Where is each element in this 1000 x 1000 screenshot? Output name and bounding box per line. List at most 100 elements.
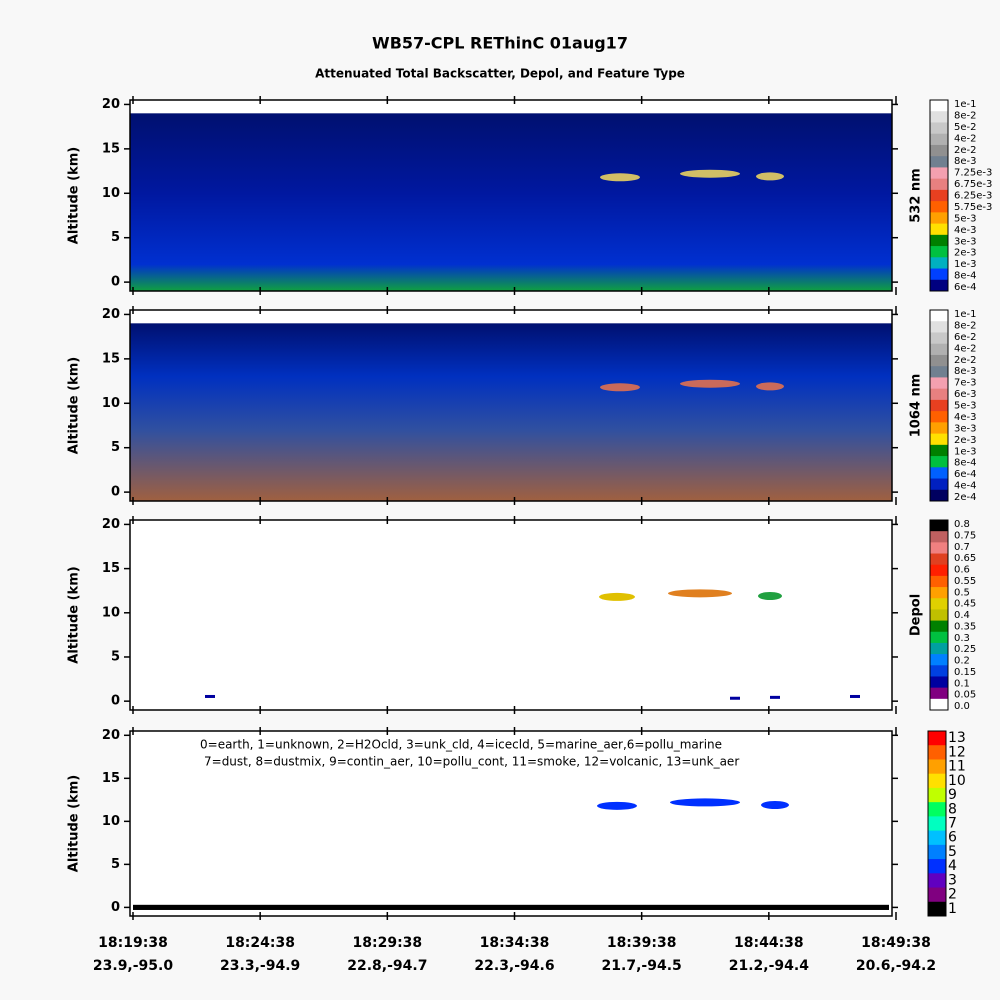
colorbar-tick-label: 6.75e-3	[954, 179, 992, 190]
colorbar-segment	[930, 178, 948, 191]
cloud-feature	[600, 383, 640, 392]
colorbar-tick-label: 2	[948, 887, 957, 903]
chart-title: WB57-CPL REThinC 01aug17	[372, 34, 628, 53]
colorbar-tick-label: 0.05	[954, 690, 976, 701]
y-tick-label: 15	[102, 351, 120, 366]
y-axis-label: Altitude (km)	[67, 357, 82, 454]
colorbar-segment	[930, 467, 948, 480]
depol-speck	[770, 695, 780, 699]
colorbar-tick-label: 4e-2	[954, 133, 977, 144]
colorbar-segment	[930, 676, 948, 689]
colorbar-tick-label: 2e-2	[954, 355, 977, 366]
colorbar-segment	[928, 745, 946, 760]
x-tick-time: 18:34:38	[480, 935, 550, 951]
y-tick-label: 20	[102, 728, 120, 743]
x-tick-location: 20.6,-94.2	[856, 958, 936, 974]
y-tick-label: 5	[111, 649, 120, 664]
feature-legend: 0=earth, 1=unknown, 2=H2Ocld, 3=unk_cld,…	[200, 738, 722, 752]
colorbar-segment	[928, 887, 946, 903]
colorbar-tick-label: 12	[948, 744, 966, 760]
colorbar-tick-label: 1e-1	[954, 309, 977, 320]
depol-feature	[758, 592, 782, 600]
colorbar-tick-label: 0.15	[954, 667, 976, 678]
colorbar-tick-label: 1	[948, 901, 957, 917]
y-tick-label: 0	[111, 900, 120, 915]
colorbar-tick-label: 1e-1	[954, 99, 977, 110]
colorbar-segment	[930, 133, 948, 146]
x-tick-time: 18:49:38	[861, 935, 931, 951]
depol-feature	[599, 592, 635, 601]
depol-speck	[850, 694, 860, 698]
y-tick-label: 20	[102, 517, 120, 532]
colorbar-tick-label: 0.75	[954, 530, 976, 541]
colorbar-segment	[930, 100, 948, 112]
colorbar-segment	[930, 665, 948, 677]
colorbar-segment	[930, 520, 948, 532]
colorbar-tick-label: 8e-2	[954, 110, 977, 121]
y-tick-label: 20	[102, 307, 120, 322]
colorbar-segment	[930, 609, 948, 622]
depol-speck	[730, 696, 740, 700]
colorbar-segment	[930, 642, 948, 655]
colorbar-tick-label: 0.35	[954, 621, 976, 632]
colorbar-tick-label: 8e-2	[954, 320, 977, 331]
y-tick-label: 0	[111, 275, 120, 290]
colorbar-segment	[930, 444, 948, 457]
colorbar-segment	[930, 564, 948, 577]
colorbar-segment	[930, 399, 948, 412]
colorbar-tick-label: 2e-2	[954, 145, 977, 156]
colorbar-segment	[930, 388, 948, 401]
colorbar-segment	[930, 478, 948, 491]
colorbar-segment	[930, 587, 948, 599]
colorbar-tick-label: 8e-4	[954, 458, 977, 469]
colorbar-tick-label: 4e-3	[954, 412, 977, 423]
colorbar-segment	[930, 156, 948, 168]
colorbar-segment	[928, 787, 946, 803]
colorbar-segment	[930, 489, 948, 502]
plot-frame	[129, 519, 893, 711]
y-tick-label: 15	[102, 771, 120, 786]
plot-area	[130, 731, 892, 916]
y-tick-label: 10	[102, 605, 120, 620]
colorbar-segment	[928, 844, 946, 860]
depol-speck	[205, 694, 215, 698]
feature-legend: 7=dust, 8=dustmix, 9=contin_aer, 10=poll…	[204, 755, 739, 769]
colorbar-segment	[930, 268, 948, 281]
colorbar-segment	[930, 189, 948, 202]
colorbar-segment	[928, 731, 946, 746]
chart-subtitle: Attenuated Total Backscatter, Depol, and…	[315, 67, 685, 81]
y-tick-label: 0	[111, 485, 120, 500]
colorbar-tick-label: 0.65	[954, 553, 976, 564]
colorbar-tick-label: 2e-4	[954, 492, 977, 503]
colorbar-tick-label: 7e-3	[954, 378, 977, 389]
y-axis-label: Altitude (km)	[67, 566, 82, 663]
plot-frame	[129, 309, 893, 502]
surface-layer	[133, 904, 889, 910]
x-tick-time: 18:29:38	[353, 935, 423, 951]
colorbar-tick-label: 8e-3	[954, 156, 977, 167]
colorbar-tick-label: 0.5	[954, 587, 970, 598]
colorbar-tick-label: 5	[948, 844, 957, 860]
colorbar-segment	[930, 654, 948, 666]
backscatter-image	[130, 113, 892, 291]
colorbar-tick-label: 6e-4	[954, 282, 977, 293]
colorbar-tick-label: 8	[948, 801, 957, 817]
colorbar-segment	[930, 122, 948, 135]
colorbar-tick-label: 4e-2	[954, 343, 977, 354]
colorbar-segment	[930, 167, 948, 180]
colorbar-segment	[930, 631, 948, 644]
colorbar-tick-label: 7.25e-3	[954, 168, 992, 179]
colorbar-frame	[929, 309, 949, 502]
cloud-feature	[756, 382, 784, 391]
x-tick-location: 23.9,-95.0	[93, 958, 173, 974]
y-tick-label: 15	[102, 561, 120, 576]
colorbar-tick-label: 0.7	[954, 542, 970, 553]
colorbar-segment	[930, 343, 948, 356]
x-tick-time: 18:24:38	[225, 935, 295, 951]
colorbar-tick-label: 3e-3	[954, 423, 977, 434]
y-tick-label: 5	[111, 857, 120, 872]
colorbar-tick-label: 0.1	[954, 678, 970, 689]
colorbar-tick-label: 5e-3	[954, 213, 977, 224]
colorbar-tick-label: 6.25e-3	[954, 191, 992, 202]
